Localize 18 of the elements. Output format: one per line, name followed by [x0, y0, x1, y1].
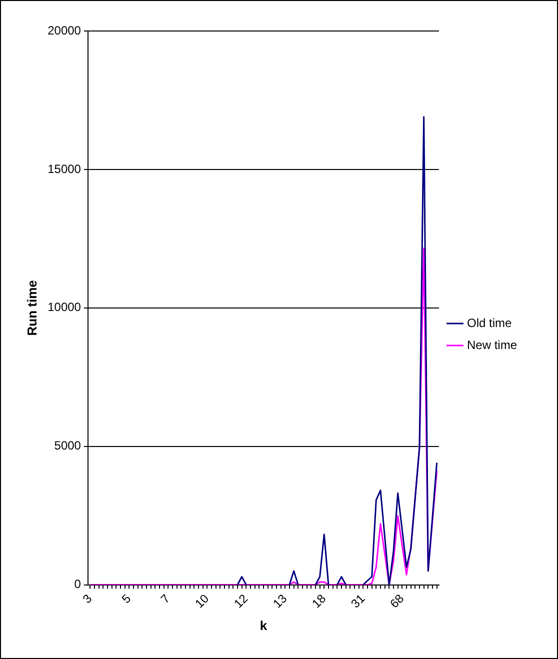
y-tick-label: 10000	[48, 300, 82, 314]
x-tick-label: 18	[309, 591, 329, 611]
legend-label: New time	[466, 338, 518, 352]
x-axis-title: k	[260, 618, 268, 633]
y-tick-label: 20000	[48, 23, 82, 38]
x-tick-label: 5	[118, 591, 134, 606]
y-tick-label: 0	[74, 577, 82, 592]
y-axis-title: Run time	[24, 280, 40, 336]
legend-label: Old time	[466, 316, 512, 330]
x-tick-label: 68	[387, 591, 407, 611]
y-tick-label: 15000	[48, 162, 82, 176]
x-tick-label: 13	[270, 591, 290, 611]
x-tick-label: 7	[158, 591, 173, 606]
y-tick-label: 5000	[54, 438, 82, 453]
x-tick-label: 12	[231, 591, 251, 611]
x-tick-label: 31	[348, 591, 368, 611]
x-tick-label: 10	[192, 591, 212, 611]
x-tick-label: 3	[80, 591, 95, 606]
